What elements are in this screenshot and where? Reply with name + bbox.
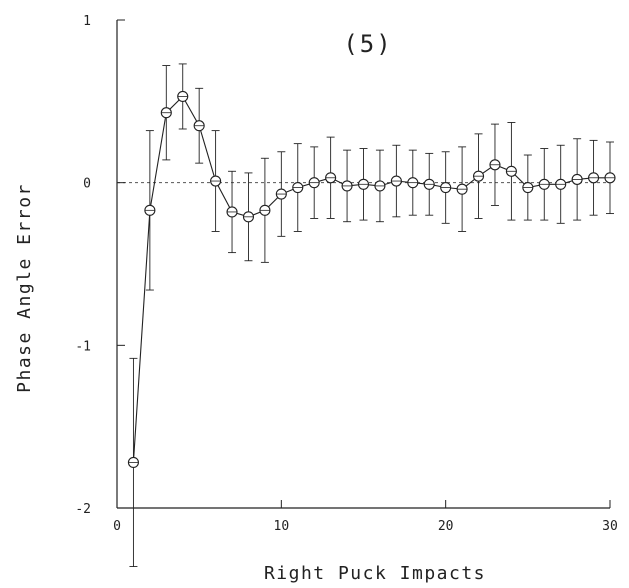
error-bars [129, 63, 614, 568]
y-axis-title: Phase Angle Error [14, 183, 35, 393]
data-point [226, 206, 238, 218]
data-point [374, 180, 386, 192]
plot-frame [116, 20, 610, 509]
data-point [325, 172, 337, 184]
y-tick-label: 0 [83, 177, 91, 192]
x-tick-label: 0 [113, 519, 121, 534]
data-point [489, 159, 501, 171]
data-point [259, 204, 271, 216]
data-point [357, 178, 370, 190]
data-point [390, 175, 402, 187]
data-markers [127, 90, 616, 469]
data-point [538, 178, 550, 190]
data-point [210, 175, 222, 187]
data-point [555, 178, 567, 190]
y-tick-label: -2 [75, 502, 91, 517]
data-point [440, 181, 452, 194]
y-tick-label: 1 [83, 14, 91, 29]
data-point [407, 177, 419, 189]
data-point [242, 211, 255, 223]
data-point [177, 90, 189, 103]
x-axis-title: Right Puck Impacts [264, 563, 486, 584]
data-point [423, 178, 435, 190]
data-point [472, 170, 485, 182]
data-point [604, 172, 616, 184]
x-tick-label: 20 [438, 519, 454, 534]
data-point [193, 120, 205, 132]
data-point [456, 183, 468, 195]
x-tick-label: 10 [274, 519, 290, 534]
data-point [341, 180, 353, 192]
series-line [132, 95, 610, 463]
data-point [308, 177, 320, 189]
data-point [292, 181, 304, 194]
y-tick-label: -1 [75, 339, 91, 354]
data-point [275, 188, 287, 200]
data-point [160, 107, 172, 119]
panel-label: (5) [343, 30, 392, 58]
data-point [505, 165, 517, 177]
data-point [127, 456, 139, 469]
series-line-group [132, 95, 610, 463]
axis-ticks [116, 19, 611, 509]
data-point [571, 173, 583, 185]
data-point [144, 204, 156, 216]
data-point [522, 181, 534, 194]
data-point [588, 172, 600, 184]
x-tick-label: 30 [602, 519, 618, 534]
